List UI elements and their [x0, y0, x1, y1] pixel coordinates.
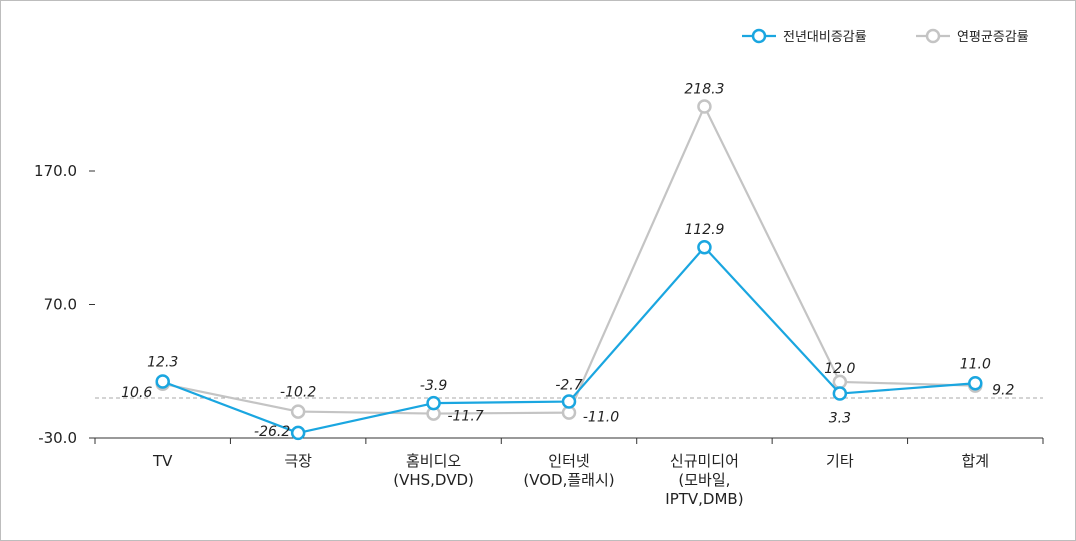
data-label-yoy: 11.0 — [960, 356, 991, 372]
x-category-label-line: 신규미디어 — [670, 452, 739, 470]
data-label-yoy: -2.7 — [555, 378, 582, 394]
series-point-cagr — [290, 404, 306, 419]
data-label-cagr: -11.0 — [583, 410, 619, 426]
legend-label: 전년대비증감률 — [783, 30, 867, 45]
data-label-cagr: -11.7 — [447, 409, 483, 425]
data-label-cagr: 9.2 — [992, 383, 1014, 399]
series-point-cagr — [832, 374, 848, 390]
y-tick-label: -30.0 — [38, 429, 77, 447]
data-label-yoy: 112.9 — [684, 222, 724, 238]
series-point-yoy — [155, 374, 170, 389]
data-label-cagr: 10.6 — [121, 385, 152, 401]
x-category-label-line: (모바일, — [678, 471, 730, 489]
x-category-label: 기타 — [826, 452, 854, 470]
x-category-label: 인터넷 (VOD,플래시) — [523, 452, 614, 489]
data-label-yoy: -26.2 — [254, 424, 290, 440]
x-category-label-line: IPTV,DMB) — [665, 490, 743, 508]
x-category-label: TV — [152, 452, 173, 470]
x-category-label-line: 인터넷 — [548, 452, 589, 470]
series-point-yoy — [832, 386, 848, 401]
series-point-yoy — [561, 394, 577, 409]
x-category-label-line: 합계 — [961, 452, 989, 470]
y-tick-label: 70.0 — [44, 296, 77, 314]
data-label-yoy: 3.3 — [829, 411, 851, 427]
x-category-label-line: (VOD,플래시) — [523, 471, 614, 489]
legend-label: 연평균증감률 — [957, 30, 1029, 45]
data-label-cagr: 218.3 — [684, 82, 724, 98]
x-category-label-line: 극장 — [284, 452, 312, 470]
data-label-yoy: -3.9 — [420, 378, 447, 394]
data-label-cagr: 12.0 — [824, 361, 855, 377]
x-category-label: 신규미디어 (모바일, IPTV,DMB) — [665, 452, 743, 508]
x-category-label-line: 홈비디오 — [406, 452, 461, 470]
data-label-cagr: -10.2 — [280, 385, 316, 401]
x-category-label-line: TV — [152, 452, 173, 470]
y-tick-label: 170.0 — [34, 162, 77, 180]
x-category-label: 홈비디오 (VHS,DVD) — [393, 452, 474, 489]
series-point-yoy — [697, 239, 712, 255]
x-category-label-line: 기타 — [826, 452, 854, 470]
legend-marker — [751, 28, 767, 44]
series-point-yoy — [290, 425, 306, 441]
x-category-label-line: (VHS,DVD) — [393, 471, 474, 489]
series-point-yoy — [426, 395, 441, 411]
x-category-label: 극장 — [284, 452, 312, 470]
x-category-label: 합계 — [961, 452, 989, 470]
series-point-cagr — [697, 99, 712, 114]
legend-marker — [925, 28, 941, 44]
series-point-yoy — [968, 376, 983, 391]
data-label-yoy: 12.3 — [147, 355, 178, 371]
